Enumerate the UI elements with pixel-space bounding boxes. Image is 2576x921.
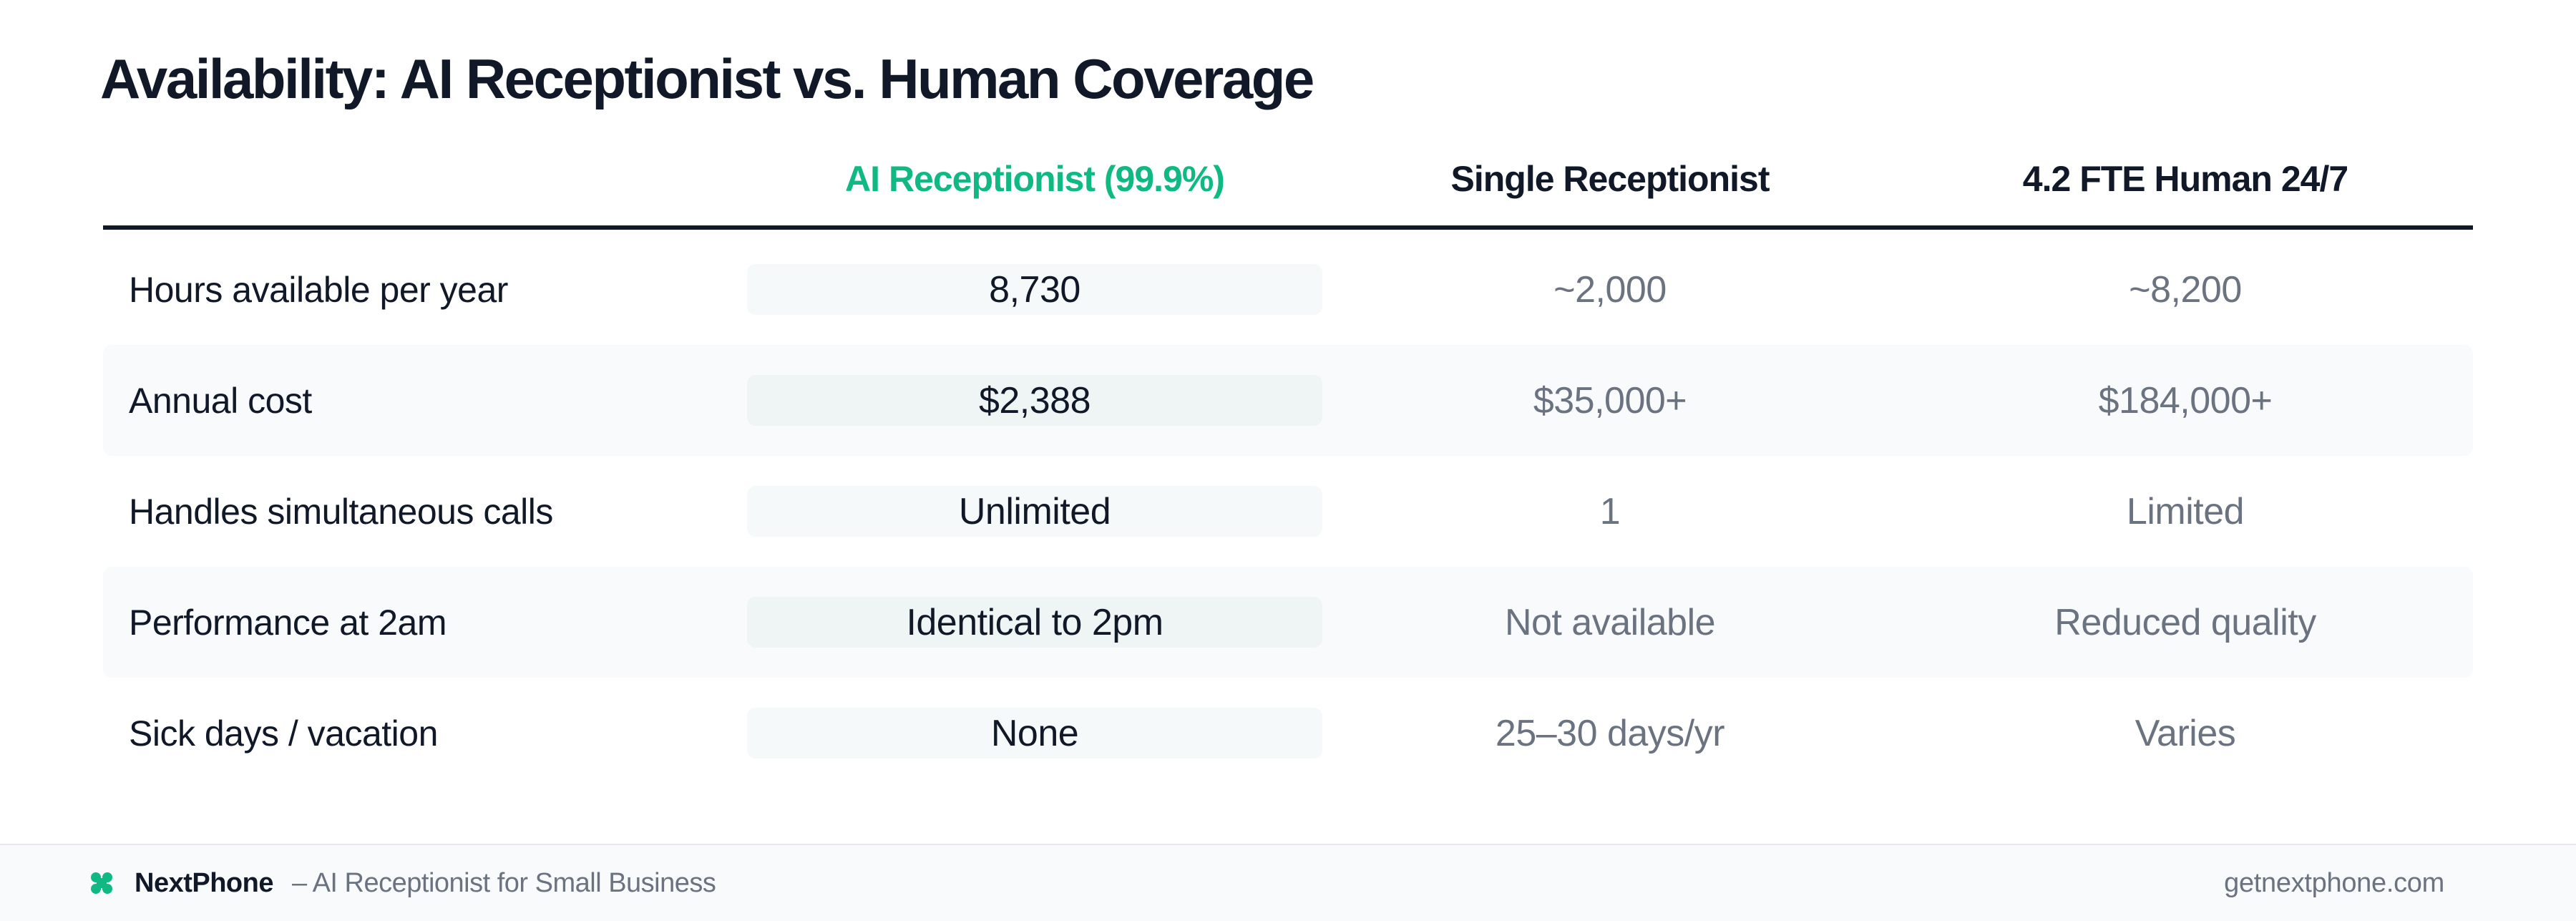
fte-value: Limited [2126, 490, 2245, 532]
ai-cell: $2,388 [747, 345, 1322, 456]
ai-value: Identical to 2pm [906, 601, 1163, 643]
fte-value: $184,000+ [2098, 379, 2273, 421]
ai-cell: None [747, 678, 1322, 789]
table-row: Hours available per year 8,730 ~2,000 ~8… [103, 234, 2473, 345]
table-row: Performance at 2am Identical to 2pm Not … [103, 567, 2473, 678]
single-value: ~2,000 [1553, 268, 1667, 311]
ai-cell-highlight [747, 597, 1322, 648]
footer-brand: NextPhone – AI Receptionist for Small Bu… [90, 845, 716, 921]
row-label: Performance at 2am [129, 602, 447, 643]
single-value: 1 [1599, 490, 1621, 532]
single-value: $35,000+ [1533, 379, 1687, 421]
header-fte-human: 4.2 FTE Human 24/7 [2022, 158, 2348, 199]
table-body: Hours available per year 8,730 ~2,000 ~8… [103, 234, 2473, 789]
row-label: Annual cost [129, 380, 312, 421]
ai-cell: Unlimited [747, 456, 1322, 567]
row-label: Sick days / vacation [129, 713, 438, 754]
fte-value: Reduced quality [2054, 601, 2316, 643]
table-row: Sick days / vacation None 25–30 days/yr … [103, 678, 2473, 789]
fte-value: Varies [2135, 712, 2236, 754]
ai-value: Unlimited [958, 490, 1111, 532]
ai-cell: Identical to 2pm [747, 567, 1322, 678]
footer: NextPhone – AI Receptionist for Small Bu… [0, 844, 2576, 921]
fte-value: ~8,200 [2129, 268, 2242, 311]
row-label: Hours available per year [129, 269, 508, 310]
header-ai-receptionist: AI Receptionist (99.9%) [845, 158, 1225, 199]
single-value: 25–30 days/yr [1495, 712, 1725, 754]
ai-cell-highlight [747, 375, 1322, 426]
row-label: Handles simultaneous calls [129, 491, 553, 532]
single-value: Not available [1504, 601, 1716, 643]
table-row: Annual cost $2,388 $35,000+ $184,000+ [103, 345, 2473, 456]
brand-name: NextPhone [135, 867, 273, 898]
ai-value: 8,730 [989, 268, 1080, 311]
ai-cell-highlight [747, 264, 1322, 315]
comparison-table: AI Receptionist (99.9%) Single Reception… [103, 136, 2473, 789]
page-title: Availability: AI Receptionist vs. Human … [100, 47, 1314, 110]
website-link[interactable]: getnextphone.com [2224, 867, 2444, 898]
table-row: Handles simultaneous calls Unlimited 1 L… [103, 456, 2473, 567]
ai-cell: 8,730 [747, 234, 1322, 345]
ai-value: $2,388 [978, 379, 1091, 421]
clover-x-icon [91, 872, 112, 894]
brand-tagline: – AI Receptionist for Small Business [291, 867, 716, 898]
table-header: AI Receptionist (99.9%) Single Reception… [103, 136, 2473, 230]
ai-value: None [990, 712, 1079, 754]
ai-cell-highlight [747, 708, 1322, 759]
header-single-receptionist: Single Receptionist [1450, 158, 1770, 199]
header-label-column [103, 179, 747, 183]
ai-cell-highlight [747, 486, 1322, 537]
